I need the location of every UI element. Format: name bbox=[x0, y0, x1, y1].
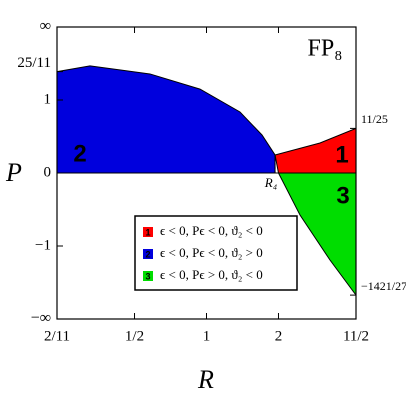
x-tick-label: 11/2 bbox=[343, 328, 369, 344]
x-tick-label: 2 bbox=[275, 328, 283, 344]
x-tick-label: 2/11 bbox=[44, 328, 70, 344]
annotation: R₄ bbox=[264, 175, 278, 190]
x-tick-label: 1 bbox=[203, 328, 211, 344]
legend-swatch-label: 3 bbox=[145, 271, 150, 281]
y-tick-label: 0 bbox=[44, 164, 52, 180]
y-end-label: −∞ bbox=[31, 310, 51, 327]
y-tick-label-right: −1421/278 bbox=[361, 279, 406, 293]
legend-swatch-label: 2 bbox=[145, 249, 150, 259]
legend-swatch-label: 1 bbox=[145, 227, 150, 237]
region bbox=[56, 65, 276, 174]
y-tick-label: −1 bbox=[35, 237, 51, 253]
legend-entry: ϵ < 0, Pϵ < 0, ϑ₂ < 0 bbox=[160, 223, 263, 238]
x-axis-label: R bbox=[197, 365, 214, 394]
y-axis-label: P bbox=[5, 158, 22, 187]
legend-swatch bbox=[143, 271, 153, 281]
y-tick-label: 1 bbox=[44, 91, 52, 107]
x-tick-label: 1/2 bbox=[125, 328, 144, 344]
region-label: 2 bbox=[73, 140, 86, 167]
legend-swatch bbox=[143, 249, 153, 259]
legend-swatch bbox=[143, 227, 153, 237]
region-label: 1 bbox=[335, 141, 348, 168]
y-end-label: ∞ bbox=[40, 18, 51, 35]
y-tick-label-right: 11/25 bbox=[361, 112, 388, 126]
legend-entry: ϵ < 0, Pϵ > 0, ϑ₂ < 0 bbox=[160, 267, 263, 282]
legend-entry: ϵ < 0, Pϵ < 0, ϑ₂ > 0 bbox=[160, 245, 263, 260]
legend-box bbox=[134, 215, 298, 291]
legend: 1 ϵ < 0, Pϵ < 0, ϑ₂ < 0 2 ϵ < 0, Pϵ < 0, ϑ₂… bbox=[134, 215, 298, 291]
y-tick-label: 25/11 bbox=[17, 55, 51, 71]
chart-title: FP₈ bbox=[307, 36, 342, 62]
region-label: 3 bbox=[336, 182, 349, 209]
